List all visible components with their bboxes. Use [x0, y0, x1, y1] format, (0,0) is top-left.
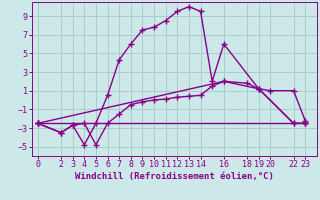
X-axis label: Windchill (Refroidissement éolien,°C): Windchill (Refroidissement éolien,°C)	[75, 172, 274, 181]
